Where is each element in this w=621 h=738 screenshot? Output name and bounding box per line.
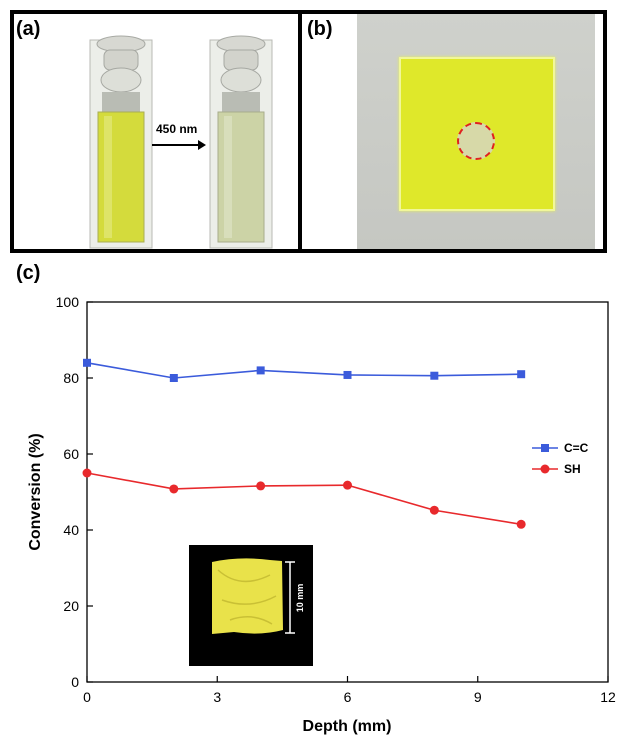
data-point-sh (256, 481, 266, 491)
legend-cc-label: C=C (564, 441, 589, 455)
legend-sh-label: SH (564, 462, 581, 476)
y-tick-label: 40 (63, 522, 79, 538)
irradiated-spot-circle (457, 122, 495, 160)
data-point-sh (82, 468, 92, 478)
data-point-cc (83, 358, 91, 367)
data-point-cc (430, 371, 439, 380)
panel-divider (298, 10, 302, 253)
data-point-sh (516, 519, 526, 529)
data-point-cc (169, 374, 178, 382)
series-line-sh (86, 472, 522, 526)
inset-scale-label: 10 mm (295, 584, 305, 613)
yellow-film-square (399, 57, 555, 211)
data-point-cc (343, 370, 352, 379)
panel-b-label: (b) (307, 18, 333, 40)
x-tick-label: 3 (213, 689, 221, 705)
data-point-sh (343, 480, 352, 490)
arrow-label: 450 nm (156, 122, 198, 136)
cuvette-illustrations (89, 35, 273, 249)
panel-a-label: (a) (16, 18, 41, 40)
legend-cc-marker (541, 444, 549, 452)
inset-gel-photo: 10 mm (189, 545, 313, 666)
data-point-cc (256, 366, 265, 375)
y-tick-label: 60 (63, 446, 79, 462)
data-point-sh (169, 484, 179, 494)
arrow-icon (152, 140, 206, 150)
data-point-cc (517, 370, 526, 379)
y-tick-label: 100 (56, 294, 80, 310)
y-axis-label: Conversion (%) (27, 433, 44, 550)
legend: C=C SH (532, 441, 589, 476)
x-axis-label: Depth (mm) (303, 718, 392, 735)
x-tick-label: 9 (474, 689, 482, 705)
data-point-sh (429, 505, 439, 515)
x-tick-label: 6 (344, 689, 352, 705)
panel-c-label: (c) (16, 262, 41, 284)
cuvette-after (209, 35, 273, 249)
series-line-cc (86, 362, 522, 379)
x-tick-label: 0 (83, 689, 91, 705)
y-tick-label: 0 (71, 674, 79, 690)
x-tick-label: 12 (600, 689, 616, 705)
legend-sh-marker (540, 464, 550, 474)
y-tick-label: 80 (63, 370, 79, 386)
cuvette-before (89, 35, 153, 249)
y-tick-label: 20 (63, 598, 79, 614)
plot-frame (86, 301, 609, 683)
